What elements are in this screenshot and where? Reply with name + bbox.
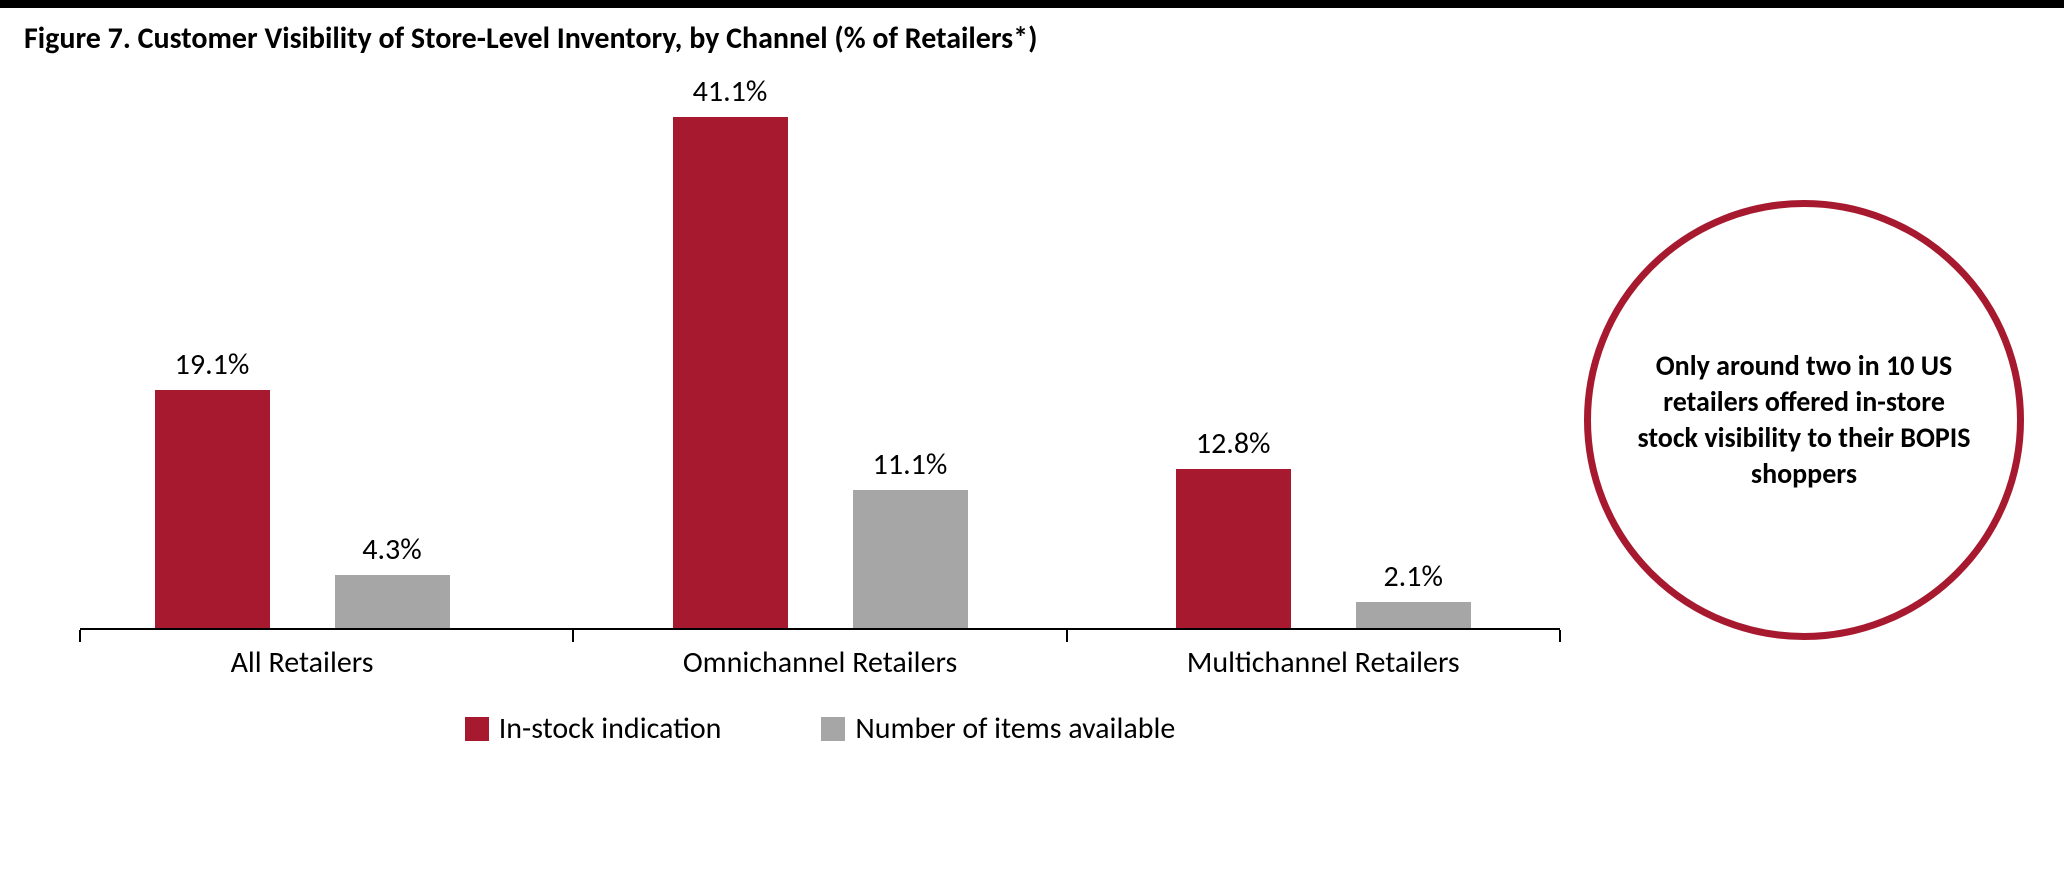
- x-axis-tick: [1559, 630, 1561, 642]
- x-axis-tick: [1066, 630, 1068, 642]
- legend-swatch: [821, 717, 845, 741]
- callout-circle: Only around two in 10 US retailers offer…: [1584, 200, 2024, 640]
- bar-value-label: 19.1%: [175, 346, 250, 383]
- bar-value-label: 41.1%: [693, 73, 768, 110]
- chart-legend: In-stock indication Number of items avail…: [80, 710, 1560, 747]
- legend-label: Number of items available: [855, 710, 1175, 747]
- x-axis-tick: [79, 630, 81, 642]
- bar-group: 19.1% 4.3%: [155, 390, 450, 628]
- legend-item: Number of items available: [821, 710, 1175, 747]
- callout-text: Only around two in 10 US retailers offer…: [1631, 348, 1977, 491]
- bar-group: 41.1% 11.1%: [673, 117, 968, 628]
- chart-plot: 19.1% 4.3% 41.1% 11.1% 12.8% 2.1%: [80, 70, 1560, 630]
- bar-value-label: 12.8%: [1196, 425, 1271, 462]
- bar: 2.1%: [1356, 602, 1471, 628]
- bar: 19.1%: [155, 390, 270, 628]
- legend-label: In-stock indication: [499, 710, 722, 747]
- bar: 4.3%: [335, 575, 450, 629]
- x-axis-tick: [572, 630, 574, 642]
- bar-group: 12.8% 2.1%: [1176, 469, 1471, 628]
- category-label: Multichannel Retailers: [1187, 644, 1460, 681]
- legend-swatch: [465, 717, 489, 741]
- bar: 11.1%: [853, 490, 968, 628]
- figure-title: Figure 7. Customer Visibility of Store-L…: [24, 20, 1037, 57]
- bar-value-label: 2.1%: [1383, 558, 1442, 595]
- bar-value-label: 11.1%: [873, 446, 948, 483]
- category-label: All Retailers: [231, 644, 374, 681]
- bar: 41.1%: [673, 117, 788, 628]
- bar-value-label: 4.3%: [362, 531, 421, 568]
- top-rule: [0, 0, 2064, 8]
- category-label: Omnichannel Retailers: [683, 644, 957, 681]
- bar: 12.8%: [1176, 469, 1291, 628]
- legend-item: In-stock indication: [465, 710, 722, 747]
- chart-area: 19.1%4.3%41.1%11.1%12.8%2.1% In-stock in…: [80, 70, 1560, 690]
